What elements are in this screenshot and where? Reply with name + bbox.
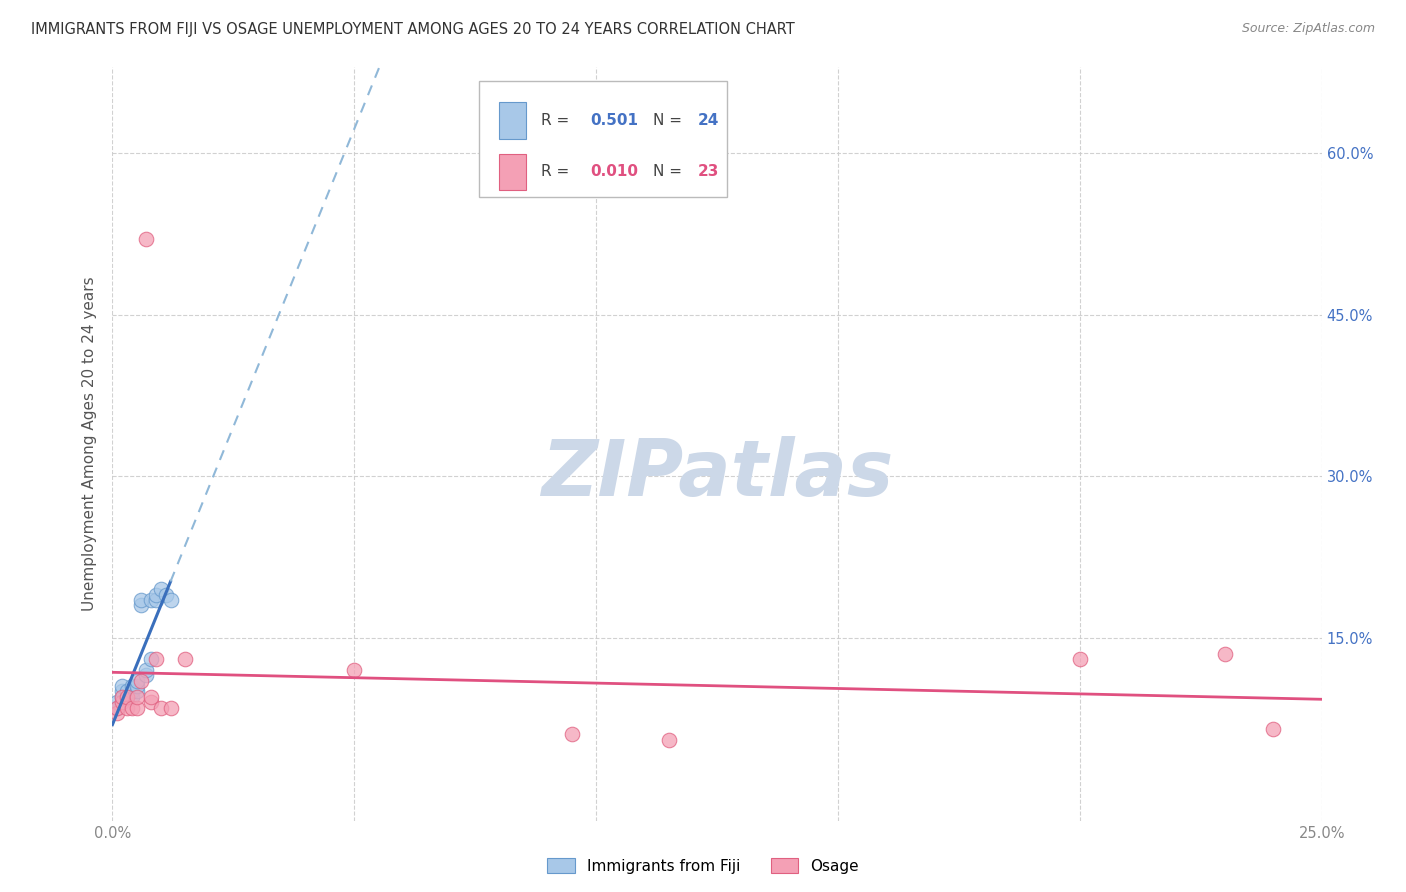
Point (111, 690, 134, 704)
Point (121, 700, 143, 714)
Point (115, 690, 138, 704)
FancyBboxPatch shape (479, 81, 727, 197)
Point (135, 668, 157, 682)
Point (111, 679, 134, 693)
Point (121, 690, 143, 704)
Point (131, 593, 153, 607)
Point (115, 684, 138, 698)
Point (111, 695, 134, 709)
Point (343, 663, 366, 677)
Point (141, 652, 163, 666)
Point (105, 706, 128, 720)
Text: N =: N = (652, 113, 688, 128)
Y-axis label: Unemployment Among Ages 20 to 24 years: Unemployment Among Ages 20 to 24 years (82, 277, 97, 611)
FancyBboxPatch shape (499, 153, 526, 190)
Point (159, 700, 181, 714)
Text: 23: 23 (697, 164, 718, 179)
Point (145, 588, 167, 602)
Point (159, 593, 181, 607)
Point (121, 679, 143, 693)
Text: R =: R = (540, 113, 574, 128)
Text: 24: 24 (697, 113, 718, 128)
Point (105, 700, 128, 714)
Point (125, 673, 148, 688)
Point (141, 593, 163, 607)
Point (145, 593, 167, 607)
Point (121, 684, 143, 698)
Point (1069, 652, 1091, 666)
Point (111, 690, 134, 704)
Legend: Immigrants from Fiji, Osage: Immigrants from Fiji, Osage (541, 852, 865, 880)
Point (135, 232, 157, 246)
Point (1213, 647, 1236, 661)
Point (115, 690, 138, 704)
Point (111, 684, 134, 698)
Point (131, 673, 153, 688)
Point (149, 582, 172, 596)
Text: 0.501: 0.501 (591, 113, 638, 128)
Text: 0.010: 0.010 (591, 164, 638, 179)
Point (561, 727, 583, 741)
Point (141, 690, 163, 704)
Point (658, 732, 681, 747)
Point (135, 663, 157, 677)
Text: R =: R = (540, 164, 574, 179)
Text: IMMIGRANTS FROM FIJI VS OSAGE UNEMPLOYMENT AMONG AGES 20 TO 24 YEARS CORRELATION: IMMIGRANTS FROM FIJI VS OSAGE UNEMPLOYME… (31, 22, 794, 37)
Point (149, 700, 172, 714)
Point (125, 700, 148, 714)
FancyBboxPatch shape (499, 103, 526, 138)
Point (174, 652, 197, 666)
Point (125, 690, 148, 704)
Point (125, 684, 148, 698)
Point (145, 652, 167, 666)
Point (1263, 722, 1285, 736)
Text: N =: N = (652, 164, 688, 179)
Point (141, 695, 163, 709)
Point (125, 679, 148, 693)
Text: Source: ZipAtlas.com: Source: ZipAtlas.com (1241, 22, 1375, 36)
Point (155, 588, 177, 602)
Point (105, 695, 128, 709)
Point (131, 599, 153, 613)
Point (115, 700, 138, 714)
Point (105, 700, 128, 714)
Text: ZIPatlas: ZIPatlas (541, 436, 893, 512)
